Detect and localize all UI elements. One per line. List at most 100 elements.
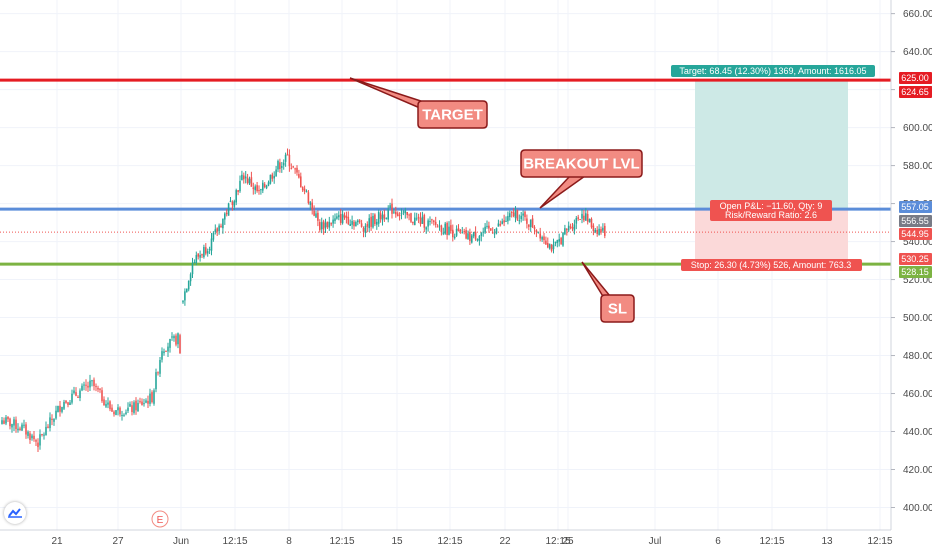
candle-body (461, 232, 464, 234)
price-badge (899, 215, 932, 227)
candle-body (376, 221, 378, 225)
candle-body (548, 243, 551, 249)
candle-body (201, 254, 203, 256)
price-badges: 625.00 624.65 557.05 556.55 544.95 530.25 528.… (899, 72, 932, 278)
candle-body (491, 232, 494, 234)
candle-body (284, 154, 287, 162)
candle-body (408, 214, 410, 216)
candle-body (535, 229, 538, 233)
candle-body (85, 384, 87, 386)
candle-body (241, 174, 243, 181)
candle-body (322, 221, 325, 230)
candle-body (11, 424, 13, 428)
candle-body (573, 224, 576, 231)
candle-body (243, 175, 245, 180)
candle-body (141, 401, 143, 405)
candle-body (49, 417, 51, 429)
candle-body (410, 213, 412, 222)
candle-body (77, 396, 79, 398)
candle-body (490, 228, 492, 231)
candle-body (59, 405, 61, 412)
candle-body (341, 213, 344, 224)
candle-body (163, 351, 165, 354)
candle-body (415, 218, 418, 220)
callout-breakout-shape (520, 149, 643, 178)
candle-body (1, 420, 3, 424)
candle-body (269, 174, 272, 184)
candle-body (131, 405, 133, 413)
callout-target[interactable]: TARGET (349, 77, 488, 129)
stop-label[interactable]: Stop: 26.30 (4.73%) 526, Amount: 763.3 (681, 259, 862, 271)
price-badge-label: 624.65 (901, 87, 929, 97)
callout-sl[interactable]: SL (581, 261, 635, 323)
candle-body (539, 233, 541, 239)
candle-body (121, 415, 123, 417)
candle-body (205, 247, 207, 254)
candle-body (137, 402, 139, 412)
candle-body (260, 189, 262, 191)
candle-body (421, 216, 424, 224)
candle-body (330, 223, 332, 225)
candle-body (541, 237, 543, 240)
x-tick-label: 12:15 (545, 536, 570, 547)
y-tick-label: 540.00 (903, 237, 932, 248)
earnings-marker[interactable]: E (151, 510, 169, 528)
candle-body (216, 228, 218, 232)
candle-body (186, 288, 188, 292)
candle-body (334, 218, 336, 222)
candle-body (499, 223, 502, 226)
x-tick-label: 21 (51, 536, 63, 547)
candle-body (67, 402, 69, 405)
candle-body (465, 230, 467, 239)
pnl-text: Open P&L: −11.60, Qty: 9 (720, 201, 823, 211)
candle-body (362, 227, 365, 232)
callout-breakout[interactable]: BREAKOUT LVL (520, 149, 643, 209)
candle-body (317, 212, 319, 221)
y-tick-label: 600.00 (903, 123, 932, 134)
candle-body (151, 392, 153, 403)
candle-body (474, 231, 477, 240)
candle-body (457, 228, 460, 231)
candle-body (556, 240, 559, 243)
candle-body (139, 401, 141, 403)
candle-body (189, 274, 192, 282)
candle-body (99, 388, 101, 390)
candle-body (398, 214, 401, 216)
pnl-label[interactable]: Open P&L: −11.60, Qty: 9 Risk/Reward Rat… (710, 200, 832, 221)
candle-body (488, 225, 490, 229)
candle-body (39, 434, 41, 446)
candle-body (374, 214, 376, 225)
candle-body (571, 227, 574, 229)
candle-body (497, 223, 500, 227)
x-tick-label: Jul (649, 536, 662, 547)
candle-body (509, 213, 511, 218)
candle-body (191, 262, 194, 275)
candle-body (524, 211, 526, 218)
candle-body (383, 214, 386, 219)
candle-body (448, 226, 450, 235)
target-label[interactable]: Target: 68.45 (12.30%) 1369, Amount: 161… (671, 65, 875, 77)
candle-body (220, 225, 222, 228)
candle-body (75, 392, 77, 396)
candle-body (347, 216, 350, 225)
candle-body (41, 434, 43, 436)
candle-body (564, 228, 566, 235)
profit-zone[interactable] (695, 80, 848, 211)
candle-body (300, 176, 302, 188)
tradingview-logo[interactable] (4, 502, 26, 524)
candle-body (117, 407, 119, 411)
x-tick-label: 12:15 (437, 536, 462, 547)
candle-body (452, 229, 454, 238)
logo-icon (8, 508, 22, 518)
candle-body (263, 184, 266, 187)
candle-body (89, 380, 91, 388)
callout-sl-shape (600, 294, 635, 323)
candle-body (229, 200, 232, 203)
candle-body (225, 212, 228, 215)
candle-body (558, 239, 560, 242)
candle-body (244, 176, 247, 179)
candle-body (258, 190, 260, 192)
candle-body (311, 202, 313, 210)
